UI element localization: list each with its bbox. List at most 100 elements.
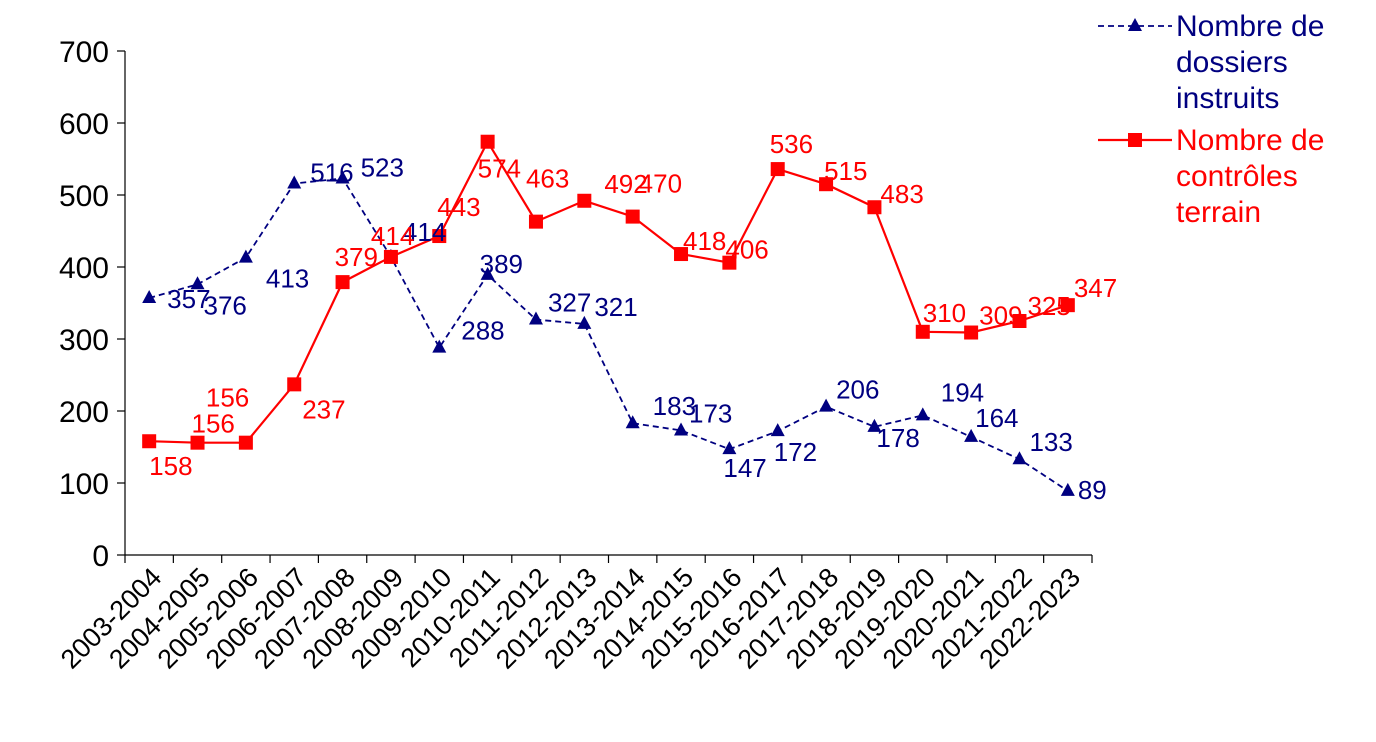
series-1-point	[480, 266, 495, 280]
series-2-point	[722, 255, 737, 270]
data-label: 536	[770, 129, 813, 159]
series-2-point	[190, 435, 205, 450]
data-label: 414	[371, 221, 414, 251]
data-label: 237	[302, 394, 345, 424]
data-label: 516	[310, 157, 353, 187]
series-1-point	[770, 423, 785, 437]
y-tick-label: 300	[59, 324, 109, 357]
series-1-point	[964, 428, 979, 442]
series-1-point	[577, 315, 592, 329]
data-label: 178	[876, 423, 919, 453]
data-label: 310	[923, 298, 966, 328]
series-1-point	[287, 175, 302, 189]
series-2-point	[142, 434, 157, 449]
legend-label: dossiers	[1176, 46, 1288, 79]
series-2-point	[1060, 298, 1075, 313]
data-label: 376	[204, 290, 247, 320]
data-label: 321	[594, 292, 637, 322]
series-2-point	[964, 325, 979, 340]
data-label: 463	[526, 164, 569, 194]
data-label: 483	[880, 179, 923, 209]
data-label: 194	[941, 377, 984, 407]
series-2-point	[1012, 314, 1027, 328]
data-label: 147	[723, 453, 766, 483]
series-2-point	[674, 247, 689, 262]
series-2-point	[432, 229, 447, 244]
series-1-point	[432, 339, 447, 353]
series-1-point	[528, 311, 543, 325]
series-line-1	[148, 177, 1069, 492]
series-1-point	[1012, 451, 1027, 465]
legend-marker	[1128, 133, 1142, 147]
data-label: 389	[480, 249, 523, 279]
data-label: 156	[206, 383, 249, 413]
series-2-point	[915, 324, 930, 339]
legend-label: contrôles	[1176, 160, 1298, 193]
data-label: 357	[167, 284, 210, 314]
series-2-point	[480, 134, 495, 149]
data-label: 347	[1074, 273, 1117, 303]
data-label: 288	[461, 316, 504, 346]
series-2-point	[238, 435, 253, 450]
data-label: 414	[403, 217, 446, 247]
axes: 01002003004005006007002003-20042004-2005…	[55, 36, 1093, 675]
y-tick-label: 600	[59, 108, 109, 141]
data-label: 492	[604, 169, 647, 199]
data-label: 418	[683, 226, 726, 256]
data-label: 413	[266, 264, 309, 294]
y-tick-label: 0	[92, 540, 109, 573]
data-label: 470	[639, 169, 682, 199]
series-1-point	[867, 418, 882, 432]
data-label: 206	[836, 375, 879, 405]
series-1-point	[1060, 482, 1075, 496]
data-label: 325	[1027, 291, 1070, 321]
series-1-point	[190, 276, 205, 290]
series-2-point	[577, 193, 592, 208]
series-2-point	[335, 275, 350, 290]
series-2-point	[770, 162, 785, 177]
data-label: 89	[1078, 475, 1107, 505]
data-label: 172	[774, 437, 817, 467]
data-label: 327	[548, 288, 591, 318]
y-tick-label: 700	[59, 36, 109, 69]
series-1-point	[625, 415, 640, 429]
data-label: 183	[653, 391, 696, 421]
y-tick-label: 500	[59, 180, 109, 213]
legend-label: instruits	[1176, 82, 1279, 115]
series-line-2	[149, 139, 1069, 444]
series-2-point	[625, 209, 640, 224]
series-1-point	[238, 249, 253, 263]
y-tick-label: 100	[59, 468, 109, 501]
y-tick-label: 400	[59, 252, 109, 285]
legend-marker	[1128, 18, 1142, 31]
series-1-point	[335, 170, 350, 184]
series-2-point	[287, 377, 302, 392]
data-label: 574	[478, 154, 521, 184]
data-label: 173	[689, 398, 732, 428]
legend-label: terrain	[1176, 196, 1261, 229]
series-1-point	[142, 289, 157, 303]
data-label: 443	[437, 192, 480, 222]
series-2-point	[867, 200, 882, 215]
data-label: 133	[1029, 427, 1072, 457]
series-1-point	[722, 441, 737, 455]
series-2-point	[383, 249, 398, 264]
data-label: 309	[979, 301, 1022, 331]
series-2-point	[819, 177, 834, 192]
series-1-point	[819, 398, 834, 412]
series-lines	[142, 134, 1075, 496]
data-label: 406	[725, 235, 768, 265]
data-label: 156	[192, 409, 235, 439]
series-2-point	[528, 214, 543, 229]
legend-label: Nombre de	[1176, 10, 1324, 43]
data-label: 379	[335, 242, 378, 272]
data-label: 515	[824, 156, 867, 186]
data-label: 158	[149, 451, 192, 481]
y-tick-label: 200	[59, 396, 109, 429]
legend-label: Nombre de	[1176, 124, 1324, 157]
data-label: 164	[975, 403, 1018, 433]
series-1-point	[915, 407, 930, 421]
